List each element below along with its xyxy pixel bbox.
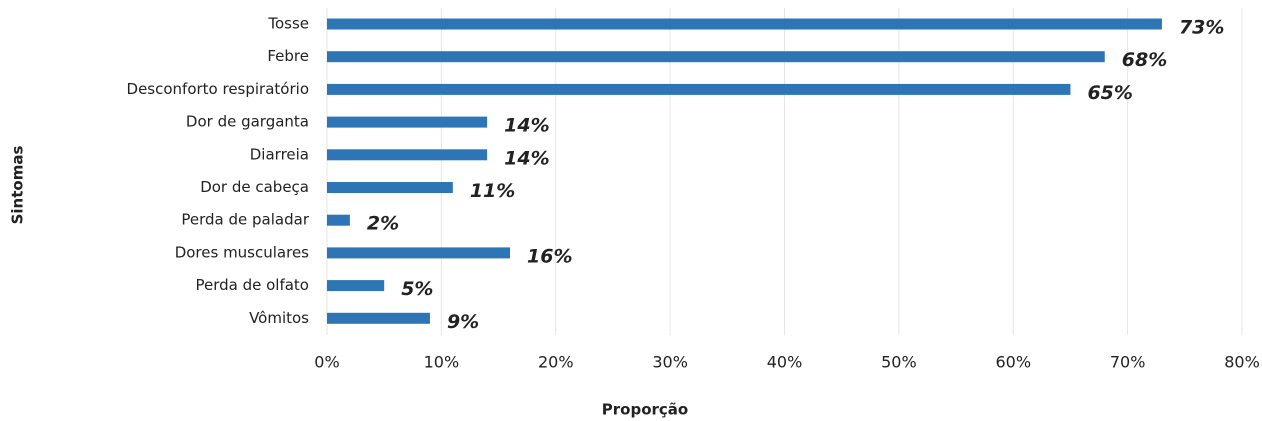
x-tick-label: 80% <box>1224 353 1260 372</box>
y-tick-label: Perda de olfato <box>195 276 309 294</box>
y-tick-label: Desconforto respiratório <box>127 80 309 98</box>
bar <box>327 51 1105 63</box>
data-label: 14% <box>504 115 549 137</box>
bar <box>327 116 488 128</box>
y-tick-label: Dores musculares <box>175 243 309 261</box>
x-tick-label: 0% <box>314 353 339 372</box>
bar <box>327 214 350 226</box>
y-tick-label: Diarreia <box>250 145 309 163</box>
y-tick-label: Febre <box>267 47 309 65</box>
data-label: 11% <box>470 180 515 202</box>
y-axis-title: Sintomas <box>9 146 27 225</box>
x-tick-label: 20% <box>538 353 574 372</box>
data-label: 68% <box>1122 49 1167 71</box>
bar <box>327 149 488 161</box>
bar <box>327 18 1162 30</box>
x-tick-label: 60% <box>995 353 1031 372</box>
x-tick-label: 10% <box>424 353 460 372</box>
y-tick-label: Tosse <box>267 15 309 33</box>
bar <box>327 247 510 259</box>
data-label: 5% <box>401 278 433 300</box>
x-axis-title: Proporção <box>602 401 688 419</box>
bar <box>327 83 1071 95</box>
y-tick-label: Dor de garganta <box>186 113 309 131</box>
data-label: 16% <box>527 245 572 267</box>
x-tick-label: 30% <box>652 353 688 372</box>
y-tick-label: Dor de cabeça <box>200 178 309 196</box>
x-tick-label: 40% <box>767 353 803 372</box>
data-label: 2% <box>367 213 399 235</box>
y-tick-label: Vômitos <box>249 309 309 327</box>
data-label: 9% <box>447 311 479 333</box>
data-label: 14% <box>504 147 549 169</box>
x-tick-label: 70% <box>1110 353 1146 372</box>
bar <box>327 312 430 324</box>
y-tick-label: Perda de paladar <box>181 211 309 229</box>
bar <box>327 280 385 292</box>
x-tick-label: 50% <box>881 353 917 372</box>
data-label: 73% <box>1179 17 1224 39</box>
data-label: 65% <box>1087 82 1132 104</box>
bar <box>327 182 453 193</box>
